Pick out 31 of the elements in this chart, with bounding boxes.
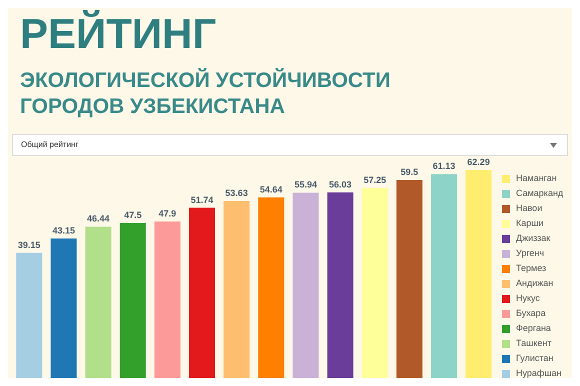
- data-label: 56.03: [329, 179, 352, 190]
- dropdown-field: Общий рейтинг: [12, 134, 568, 156]
- legend-label: Навои: [516, 202, 542, 215]
- data-label: 59.5: [400, 166, 418, 177]
- legend-label: Андижан: [516, 277, 554, 290]
- data-label: 54.64: [260, 184, 282, 194]
- data-label: 61.13: [432, 161, 456, 172]
- data-label: 46.44: [87, 214, 110, 224]
- legend-label: Джиззак: [516, 232, 550, 245]
- data-label: 47.5: [124, 210, 142, 220]
- legend-label: Самарканд: [516, 187, 564, 200]
- data-label: 47.9: [158, 208, 176, 219]
- legend-label: Гулистан: [516, 352, 554, 365]
- legend-label: Фергана: [516, 322, 551, 335]
- legend-label: Термез: [516, 262, 546, 275]
- data-label: 39.15: [18, 240, 40, 250]
- data-label: 57.25: [364, 175, 386, 186]
- data-label: 53.63: [225, 188, 248, 198]
- data-label: 43.15: [52, 226, 75, 236]
- data-label: 55.94: [294, 180, 317, 190]
- chart-subtitle: ЭКОЛОГИЧЕСКОЙ УСТОЙЧИВОСТИ ГОРОДОВ УЗБЕКИСТАНА: [20, 68, 392, 120]
- chart-title: РЕЙТИНГ: [20, 10, 216, 58]
- legend-label: Ургенч: [516, 247, 544, 260]
- legend-label: Ташкент: [516, 337, 552, 350]
- legend-label: Бухара: [516, 307, 546, 320]
- legend-label: Нурафшан: [516, 367, 562, 380]
- data-label: 62.29: [467, 157, 490, 167]
- legend-label: Наманган: [516, 172, 557, 185]
- data-label: 51.74: [190, 194, 214, 205]
- legend-label: Нукус: [516, 292, 540, 305]
- legend-label: Карши: [516, 217, 544, 230]
